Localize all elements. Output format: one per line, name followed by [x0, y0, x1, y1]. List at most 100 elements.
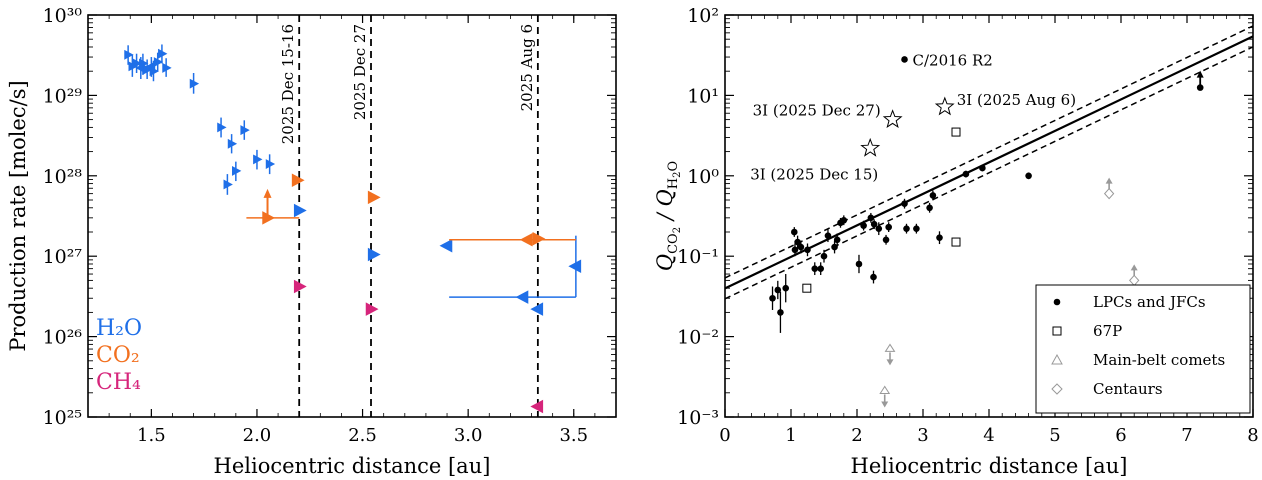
- left-ytick-label: 10²⁶: [43, 327, 83, 349]
- ylabel-sub1: CO: [666, 233, 681, 254]
- fit-line: [724, 35, 1254, 290]
- comet-point: [913, 225, 920, 232]
- 3i-star-point: [934, 96, 955, 116]
- 67p-point: [951, 237, 961, 247]
- right-ytick-label: 10⁻¹: [677, 246, 719, 268]
- vline-label-2: 2025 Aug 6: [518, 24, 536, 111]
- legend-marker-diamond: [1051, 383, 1063, 395]
- right-xtick-label: 1: [785, 425, 796, 446]
- left-h2o-point: [158, 48, 168, 59]
- comet-point: [811, 265, 819, 272]
- left-xtick-label: 2.0: [243, 425, 272, 446]
- left-h2o-point: [149, 66, 159, 77]
- annotation-0: C/2016 R2: [913, 51, 993, 69]
- right-xtick-label: 5: [1049, 425, 1060, 446]
- left-h2o-point: [515, 290, 529, 304]
- left-ticks: 1.5 2.0 2.5 3.0 3.5 10²⁵ 10²⁶ 10²⁷ 10²⁸ 10²⁹ 10³⁰: [43, 5, 617, 446]
- left-vline-labels: 2025 Dec 15-16 2025 Dec 27 2025 Aug 6: [279, 24, 536, 144]
- ylabel-sub2: H: [666, 178, 681, 189]
- right-xtick-label: 8: [1247, 425, 1258, 446]
- legend-label: LPCs and JFCs: [1093, 293, 1206, 311]
- mbc-point: [884, 343, 896, 352]
- left-ch4-point: [365, 302, 379, 316]
- left-ytick-label: 10²⁵: [43, 407, 82, 429]
- left-co2-point: [367, 190, 381, 205]
- ylabel-sub2b: 2: [672, 172, 683, 178]
- comet-point: [840, 216, 848, 224]
- comet-point: [774, 286, 782, 294]
- left-h2o-point: [223, 179, 233, 190]
- right-ylabel: QCO2 / QH2O: [653, 161, 683, 271]
- left-xlabel: Heliocentric distance [au]: [214, 454, 491, 478]
- fit-band-line: [724, 25, 1254, 279]
- comet-point: [824, 232, 832, 239]
- 67p-point: [951, 127, 961, 137]
- legend-marker-triangle: [1051, 353, 1063, 365]
- left-h2o-point: [153, 57, 164, 67]
- left-h2o-point: [162, 62, 172, 73]
- left-h2o-point: [253, 154, 263, 165]
- right-legend: LPCs and JFCs 67P Main-belt comets Centaurs: [1035, 284, 1251, 414]
- left-h2o-point: [124, 49, 134, 60]
- vline-label-1: 2025 Dec 27: [351, 24, 369, 120]
- centaur-limit-arrowhead: [1105, 177, 1113, 184]
- right-ytick-label: 10⁰: [687, 166, 719, 188]
- comet-point: [901, 56, 908, 63]
- left-h2o-point: [227, 138, 238, 149]
- comet-point: [903, 225, 910, 232]
- legend-label: Centaurs: [1093, 380, 1163, 398]
- right-data-layer: [724, 25, 1254, 408]
- left-ch4-point: [293, 279, 307, 294]
- left-data-layer: [124, 15, 582, 417]
- comet-point: [804, 246, 811, 254]
- comet-point: [875, 225, 883, 232]
- ylabel-q1: Q: [653, 254, 677, 271]
- comet-point: [769, 294, 776, 302]
- mbc-point: [879, 385, 891, 394]
- comet-point: [794, 238, 801, 246]
- comet-point: [867, 214, 875, 222]
- right-plot-frame: [724, 14, 1254, 418]
- left-h2o-point: [439, 238, 453, 253]
- right-xtick-label: 3: [917, 425, 928, 446]
- 3i-star-point: [860, 137, 881, 157]
- mbc-limit-arrowhead: [881, 401, 889, 408]
- comet-point: [962, 170, 970, 178]
- left-ytick-label: 10²⁷: [43, 246, 83, 268]
- centaur-point: [1129, 274, 1140, 287]
- right-xtick-label: 4: [983, 425, 994, 446]
- left-panel: 1.5 2.0 2.5 3.0 3.510²⁵10²⁶10²⁷10²⁸10²⁹10³⁰ …: [6, 5, 617, 478]
- annotation-1: 3I (2025 Dec 27): [753, 102, 881, 120]
- right-ytick-label: 10¹: [687, 85, 719, 107]
- comet-point: [782, 284, 790, 292]
- left-h2o-point: [143, 64, 153, 75]
- comet-point: [777, 309, 784, 316]
- left-co2-point-limit-arrowhead: [263, 188, 272, 198]
- left-h2o-point: [568, 259, 582, 273]
- legend-marker-dot: [1053, 298, 1061, 306]
- left-co2-point: [262, 211, 276, 225]
- 67p-point: [802, 283, 812, 293]
- left-ytick-label: 10²⁸: [43, 166, 83, 188]
- centaur-point: [1103, 187, 1115, 200]
- left-co2-point: [532, 231, 546, 246]
- left-legend-entry: CO₂: [96, 343, 140, 368]
- centaur-limit-arrowhead: [1130, 264, 1138, 271]
- legend-marker-square: [1052, 326, 1062, 336]
- right-xlabel: Heliocentric distance [au]: [851, 454, 1128, 478]
- comet-point: [870, 273, 877, 281]
- legend-box: [1035, 284, 1251, 414]
- left-h2o-point: [139, 58, 149, 69]
- left-h2o-point: [367, 247, 381, 262]
- comet-point: [979, 164, 986, 172]
- comet-point: [860, 222, 867, 229]
- left-h2o-point: [265, 159, 276, 170]
- left-ytick-label: 10²⁹: [43, 85, 83, 107]
- right-xtick-label: 0: [719, 425, 730, 446]
- left-xtick-label: 1.5: [137, 425, 166, 446]
- annotation-2: 3I (2025 Aug 6): [957, 91, 1076, 109]
- left-h2o-point: [231, 165, 242, 176]
- comet-point: [1025, 172, 1032, 180]
- left-co2-point: [519, 233, 533, 247]
